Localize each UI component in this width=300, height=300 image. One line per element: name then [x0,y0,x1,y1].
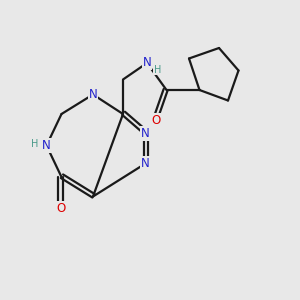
Text: O: O [152,113,160,127]
Text: O: O [57,202,66,215]
Text: N: N [141,157,150,170]
Text: N: N [88,88,98,101]
Text: H: H [32,139,39,149]
Text: H: H [154,64,161,75]
Text: N: N [42,139,51,152]
Text: N: N [142,56,152,70]
Text: N: N [141,127,150,140]
